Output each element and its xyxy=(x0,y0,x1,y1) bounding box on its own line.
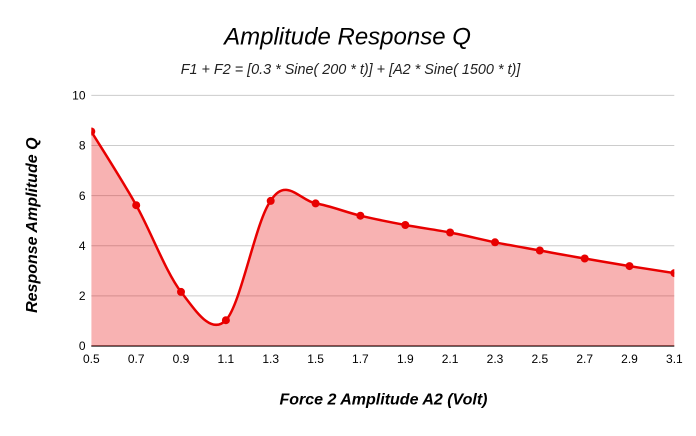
svg-text:6: 6 xyxy=(79,189,86,203)
svg-text:1.7: 1.7 xyxy=(352,352,369,366)
svg-text:1.1: 1.1 xyxy=(218,352,235,366)
svg-text:10: 10 xyxy=(72,89,86,103)
svg-text:2: 2 xyxy=(79,289,86,303)
svg-text:2.5: 2.5 xyxy=(531,352,548,366)
svg-text:Response Amplitude Q: Response Amplitude Q xyxy=(24,137,41,313)
svg-text:Amplitude Response Q: Amplitude Response Q xyxy=(222,24,471,51)
svg-text:0.9: 0.9 xyxy=(173,352,190,366)
svg-text:2.3: 2.3 xyxy=(487,352,504,366)
svg-text:4: 4 xyxy=(79,239,86,253)
svg-text:0.5: 0.5 xyxy=(83,352,100,366)
svg-text:F1 + F2 = [0.3 * Sine( 200 * t: F1 + F2 = [0.3 * Sine( 200 * t)] + [A2 *… xyxy=(181,62,522,78)
svg-text:0.7: 0.7 xyxy=(128,352,145,366)
svg-text:0: 0 xyxy=(79,339,86,353)
svg-text:1.5: 1.5 xyxy=(307,352,324,366)
svg-text:3.1: 3.1 xyxy=(666,352,683,366)
svg-text:2.7: 2.7 xyxy=(576,352,593,366)
svg-text:2.1: 2.1 xyxy=(442,352,459,366)
svg-text:2.9: 2.9 xyxy=(621,352,638,366)
svg-text:1.3: 1.3 xyxy=(262,352,279,366)
svg-text:Force 2 Amplitude A2 (Volt): Force 2 Amplitude A2 (Volt) xyxy=(279,392,487,409)
svg-text:1.9: 1.9 xyxy=(397,352,414,366)
svg-text:8: 8 xyxy=(79,139,86,153)
